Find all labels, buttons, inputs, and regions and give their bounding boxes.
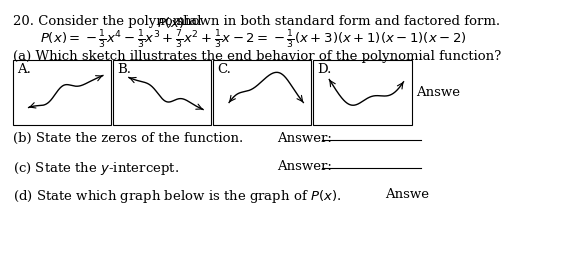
- Text: Answe: Answe: [416, 86, 460, 99]
- Text: $P(x)$: $P(x)$: [156, 15, 184, 30]
- Text: $P(x)=-\frac{1}{3}x^4-\frac{1}{3}x^3+\frac{7}{3}x^2+\frac{1}{3}x-2=-\frac{1}{3}(: $P(x)=-\frac{1}{3}x^4-\frac{1}{3}x^3+\fr…: [40, 29, 467, 51]
- Bar: [113, 60, 211, 125]
- Text: (d) State which graph below is the graph of $P(x)$.: (d) State which graph below is the graph…: [12, 188, 341, 205]
- Text: Answer:: Answer:: [277, 132, 332, 145]
- Text: (a) Which sketch illustrates the end behavior of the polynomial function?: (a) Which sketch illustrates the end beh…: [12, 50, 501, 63]
- Text: , shown in both standard form and factored form.: , shown in both standard form and factor…: [168, 15, 500, 28]
- Text: D.: D.: [318, 63, 332, 76]
- Bar: [12, 60, 111, 125]
- Text: A.: A.: [17, 63, 31, 76]
- Text: (b) State the zeros of the function.: (b) State the zeros of the function.: [12, 132, 243, 145]
- Text: C.: C.: [217, 63, 231, 76]
- Text: Answe: Answe: [385, 188, 429, 201]
- Text: B.: B.: [117, 63, 131, 76]
- Bar: [313, 60, 412, 125]
- Text: Answer:: Answer:: [277, 160, 332, 173]
- Bar: [213, 60, 311, 125]
- Text: (c) State the $y$-intercept.: (c) State the $y$-intercept.: [12, 160, 179, 177]
- Text: 20. Consider the polynomial: 20. Consider the polynomial: [12, 15, 205, 28]
